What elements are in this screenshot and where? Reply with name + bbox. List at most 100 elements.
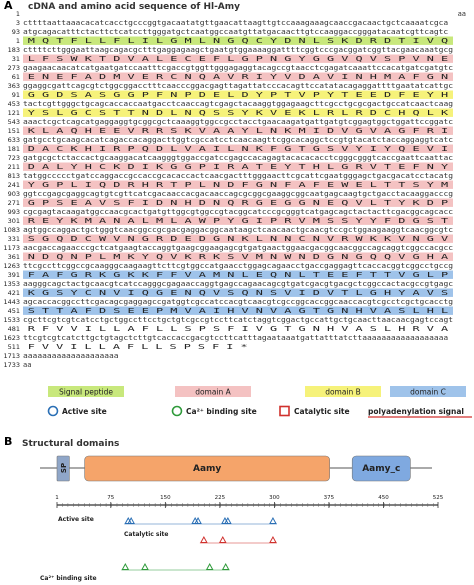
line-number: 363 xyxy=(8,82,20,90)
site-label: Active site xyxy=(58,516,94,523)
legend-label: Active site xyxy=(62,407,107,416)
nucleotide-sequence: ttcgccttcggccgcaagggcaagaagttcttcgtggcca… xyxy=(23,262,453,270)
amino-acid-sequence: K G S Y C N V I Q G E N Q V S Q N S V I … xyxy=(28,289,448,297)
site-label: Catalytic site xyxy=(124,531,168,538)
legend-symbol xyxy=(171,405,183,417)
domain-label: Aamy_c xyxy=(362,464,400,474)
panel-title: cDNA and amino acid sequence of Hl-Amy xyxy=(28,2,240,12)
domain-highlight xyxy=(23,324,453,333)
tick-label: 300 xyxy=(269,495,280,501)
line-number: 1 xyxy=(16,10,20,18)
domain-highlight xyxy=(23,180,453,189)
line-number: 181 xyxy=(8,145,20,153)
legend-swatch xyxy=(305,386,381,397)
site-marker xyxy=(205,562,214,570)
amino-acid-sequence: D A C K H I R P Q D L V A I L N K F G T … xyxy=(28,145,448,153)
nucleotide-sequence: gatgcctgcaagcacatcagaccacaggacttggtcgcca… xyxy=(23,136,453,144)
domain-box xyxy=(351,455,411,482)
amino-acid-sequence: F A F G R K G K K F F V A M N L E Q N L … xyxy=(28,271,448,279)
amino-acid-sequence: G G D S A S G G P F N P D E L D Y P T V … xyxy=(28,91,448,99)
line-number: 453 xyxy=(8,100,20,108)
legend-label: Catalytic site xyxy=(294,407,350,416)
site-marker xyxy=(269,535,277,543)
legend-label: domain B xyxy=(325,388,361,397)
amino-acid-sequence: F V V I L L A F L L S P S F I * xyxy=(28,343,248,351)
nucleotide-sequence: gaagaacaacatcatgaatgatccaatttcgaccgtggtt… xyxy=(23,64,453,72)
nucleotide-sequence: cttttcttgggaattaagcagacgctttgaggagaagctg… xyxy=(23,46,453,54)
domain-highlight xyxy=(23,126,453,135)
line-number: 1623 xyxy=(3,334,20,342)
line-number: 543 xyxy=(8,118,20,126)
line-number: 1263 xyxy=(3,262,20,270)
domain-highlight xyxy=(23,162,453,171)
line-number: 813 xyxy=(8,172,20,180)
site-marker xyxy=(218,535,227,543)
domain-label: Aamy xyxy=(193,464,221,474)
line-number: 1443 xyxy=(3,298,20,306)
line-number: 1 xyxy=(16,37,20,45)
domain-highlight xyxy=(23,90,453,99)
line-number: 633 xyxy=(8,136,20,144)
line-number: 451 xyxy=(8,307,20,315)
tick-label: 525 xyxy=(433,495,444,501)
site-marker xyxy=(121,562,130,570)
domain-highlight xyxy=(23,144,453,153)
line-number: 3 xyxy=(16,19,20,27)
line-number: 241 xyxy=(8,181,20,189)
legend-symbol xyxy=(47,405,59,417)
line-number: 151 xyxy=(8,127,20,135)
domain-highlight xyxy=(23,306,453,315)
nucleotide-sequence: ttcgtcgtcatcttgctgtagctcttgtcaccaccgacgt… xyxy=(23,334,448,342)
domain-box xyxy=(56,455,70,482)
line-number: 301 xyxy=(8,217,20,225)
domain-highlight xyxy=(23,36,453,45)
line-number: 1713 xyxy=(3,352,20,360)
panel-label: A xyxy=(4,0,13,12)
amino-acid-sequence: Y S L G C S T T N D L N Q S S Y K V E K … xyxy=(28,109,450,117)
nucleotide-sequence: cgcgagtacaagatggccaacgcactgatgttggcgtggc… xyxy=(23,208,453,216)
tick-label: 1 xyxy=(55,495,59,501)
amino-acid-sequence: N D Q N P L M K Y Q V K R K S V M N W N … xyxy=(28,253,450,261)
amino-acid-sequence: L F S W K T D V A L E C E F L G P N G Y … xyxy=(28,55,448,63)
line-number: 1083 xyxy=(3,226,20,234)
tick-label: 375 xyxy=(324,495,335,501)
legend-swatch xyxy=(175,386,251,397)
line-number: 903 xyxy=(8,190,20,198)
domain-highlight xyxy=(23,72,453,81)
tick-label: 150 xyxy=(160,495,171,501)
site-marker xyxy=(127,516,136,524)
legend-label: polyadenylation signal xyxy=(368,407,464,416)
line-number: 1733 xyxy=(3,361,20,369)
domain-highlight xyxy=(23,216,453,225)
site-label: Ca²⁺ binding site xyxy=(40,575,97,582)
nucleotide-sequence: ggtccgagcgaggcagtgtcgttcatcgacaaccacgaca… xyxy=(23,190,453,198)
line-number: 723 xyxy=(8,154,20,162)
legend-label: domain A xyxy=(195,388,231,397)
amino-acid-sequence: E N E F A D M V E R C N Q A V R I Y V D … xyxy=(28,73,448,81)
line-number: 121 xyxy=(8,109,20,117)
site-marker xyxy=(194,516,202,524)
line-number: 1353 xyxy=(3,280,20,288)
legend-symbol xyxy=(279,405,290,417)
line-number: 361 xyxy=(8,253,20,261)
domain-highlight xyxy=(23,342,453,351)
line-number: 1173 xyxy=(3,244,20,252)
domain-highlight xyxy=(23,54,453,63)
tail-text: aa xyxy=(458,10,466,18)
panel-label: B xyxy=(4,435,12,448)
amino-acid-sequence: R E Y K M A N A L M L A W P Y G I P R V … xyxy=(28,217,450,225)
domain-highlight xyxy=(23,252,453,261)
legend-label: Ca²⁺ binding site xyxy=(186,407,257,416)
line-number: 421 xyxy=(8,289,20,297)
site-marker xyxy=(224,516,232,524)
line-number: 91 xyxy=(12,91,20,99)
nucleotide-sequence: cttttaattaaacacatcacctgcccggtgacaatatgtt… xyxy=(23,19,448,27)
amino-acid-sequence: K L A Q H E E V R R S K V A A Y L N K M … xyxy=(28,127,448,135)
domain-highlight xyxy=(23,108,453,117)
site-marker xyxy=(221,562,230,570)
nucleotide-sequence: aaaaaaaaaaaaaaaaaaaa xyxy=(23,352,119,360)
line-number: 481 xyxy=(8,325,20,333)
amino-acid-sequence: M Q T F L L F L I L G M L N G Q C Y D N … xyxy=(28,37,448,45)
